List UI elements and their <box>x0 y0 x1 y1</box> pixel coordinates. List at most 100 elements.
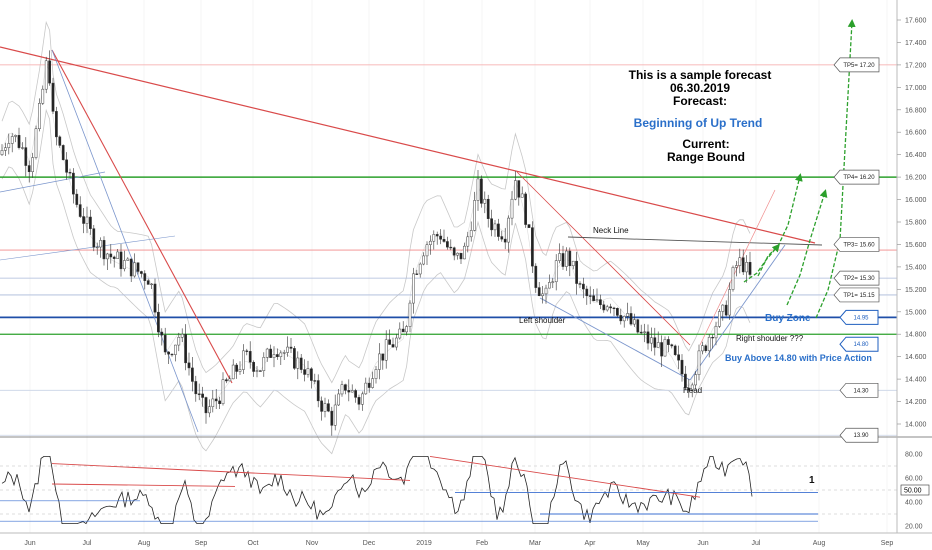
candle-body <box>367 382 371 388</box>
candle-body <box>738 257 742 266</box>
candle-body <box>85 216 89 224</box>
candle-body <box>391 344 395 348</box>
time-tick-label: Mar <box>529 540 542 547</box>
time-tick-label: Dec <box>363 540 376 547</box>
candle-body <box>639 331 643 334</box>
candle-body <box>684 373 687 389</box>
candle-body <box>602 304 606 311</box>
candle-body <box>605 306 609 311</box>
indicator-trendline-3 <box>429 455 701 498</box>
candle-body <box>282 352 286 354</box>
candle-body <box>459 252 463 260</box>
time-tick-label: Jul <box>83 540 92 547</box>
target-label: TP2= 15.30 <box>843 276 875 282</box>
candle-body <box>517 180 521 198</box>
candle-body <box>643 331 646 333</box>
candle-body <box>143 273 147 281</box>
candle-body <box>313 380 317 382</box>
forecast-arrows <box>743 19 856 319</box>
level-box <box>839 336 879 352</box>
candle-body <box>4 147 7 151</box>
candle-body <box>7 143 11 148</box>
candle-body <box>677 354 680 361</box>
candle-body <box>724 304 728 316</box>
price-tick-label: 17.600 <box>905 18 927 25</box>
candle-body <box>157 311 160 333</box>
indicator-trendline-2 <box>51 483 236 487</box>
indicator-marker: 1 <box>809 475 815 486</box>
indicator-level-label: 50.00 <box>904 488 922 495</box>
candle-body <box>507 217 510 243</box>
candle-body <box>150 283 153 286</box>
candle-body <box>95 246 99 249</box>
candle-body <box>245 350 249 352</box>
left-shoulder-label: Left shoulder <box>519 316 566 325</box>
candle-body <box>537 287 541 297</box>
candle-body <box>218 400 221 404</box>
candle-body <box>463 245 466 260</box>
candle-body <box>153 283 157 313</box>
candle-body <box>140 271 143 274</box>
indicator-tick-label: 80.00 <box>905 452 923 459</box>
candle-body <box>21 147 24 149</box>
candle-body <box>452 247 456 256</box>
candle-body <box>558 253 561 261</box>
candle-body <box>160 331 164 336</box>
channel-line-mid <box>0 235 176 261</box>
current-value: Range Bound <box>667 150 745 164</box>
candle-body <box>330 410 334 426</box>
candle-body <box>690 384 694 391</box>
candle-body <box>133 262 136 277</box>
candle-body <box>78 204 82 217</box>
candle-body <box>449 246 453 249</box>
candle-body <box>24 147 28 166</box>
candle-body <box>51 82 55 112</box>
candle-body <box>378 353 381 370</box>
head-support-left <box>539 297 691 381</box>
time-tick-label: 2019 <box>416 540 432 547</box>
right-shoulder-label: Right shoulder ??? <box>736 334 804 343</box>
candle-body <box>180 333 184 338</box>
candle-body <box>34 128 38 158</box>
candle-body <box>595 299 599 302</box>
candle-body <box>316 380 320 402</box>
candle-body <box>551 281 555 283</box>
candle-body <box>340 384 344 395</box>
candle-body <box>119 251 123 270</box>
head-label: Head <box>683 386 702 395</box>
time-tick-label: Sep <box>881 540 894 547</box>
candle-body <box>265 348 269 358</box>
candle-body <box>486 198 490 219</box>
price-tick-label: 16.800 <box>905 107 927 114</box>
candle-body <box>248 351 252 363</box>
candle-body <box>571 260 575 267</box>
time-tick-label: Aug <box>813 540 826 547</box>
candle-body <box>425 244 429 257</box>
channel-line-left <box>51 49 199 433</box>
candle-body <box>476 178 480 201</box>
forecast-arrow <box>757 173 803 277</box>
candle-body <box>435 234 439 237</box>
candle-body <box>72 172 75 195</box>
candle-body <box>106 253 109 260</box>
candle-body <box>269 348 272 358</box>
candle-body <box>191 367 194 382</box>
candle-body <box>721 304 725 312</box>
candle-body <box>395 337 398 348</box>
candle-body <box>520 193 524 198</box>
neck-line-label: Neck Line <box>593 226 629 235</box>
candle-body <box>541 293 544 297</box>
candle-body <box>184 333 187 364</box>
candle-body <box>231 364 235 380</box>
candle-body <box>718 311 721 327</box>
price-tick-label: 15.800 <box>905 220 927 227</box>
candle-body <box>592 295 595 302</box>
candle-body <box>561 253 565 267</box>
candle-body <box>361 393 364 405</box>
candle-body <box>701 345 704 352</box>
time-tick-label: Jul <box>752 540 761 547</box>
candle-body <box>673 345 677 355</box>
forecast-arrow <box>815 19 856 319</box>
candle-body <box>660 342 663 357</box>
